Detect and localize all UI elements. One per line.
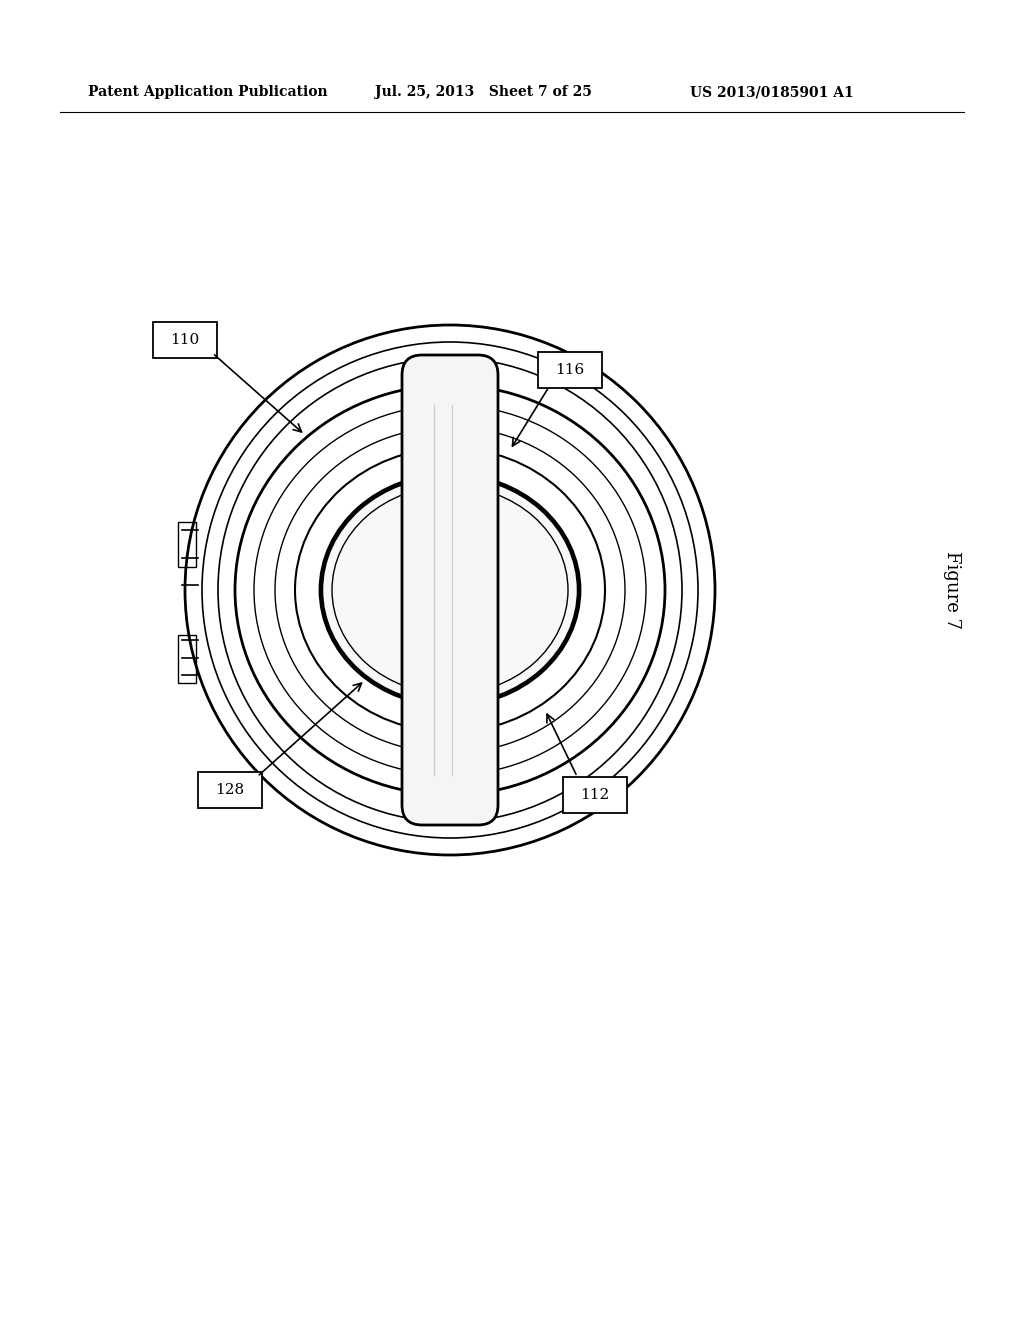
Text: Figure 7: Figure 7 [943, 550, 961, 630]
Ellipse shape [322, 477, 578, 704]
Bar [178, 521, 196, 568]
Text: 112: 112 [581, 788, 609, 803]
FancyBboxPatch shape [538, 352, 602, 388]
Text: Patent Application Publication: Patent Application Publication [88, 84, 328, 99]
Text: 116: 116 [555, 363, 585, 378]
Text: Jul. 25, 2013   Sheet 7 of 25: Jul. 25, 2013 Sheet 7 of 25 [375, 84, 592, 99]
FancyBboxPatch shape [563, 777, 627, 813]
FancyBboxPatch shape [153, 322, 217, 358]
Text: US 2013/0185901 A1: US 2013/0185901 A1 [690, 84, 854, 99]
Bar [178, 635, 196, 682]
FancyBboxPatch shape [402, 355, 498, 825]
Text: 128: 128 [215, 783, 245, 797]
Text: 110: 110 [170, 333, 200, 347]
FancyBboxPatch shape [198, 772, 262, 808]
